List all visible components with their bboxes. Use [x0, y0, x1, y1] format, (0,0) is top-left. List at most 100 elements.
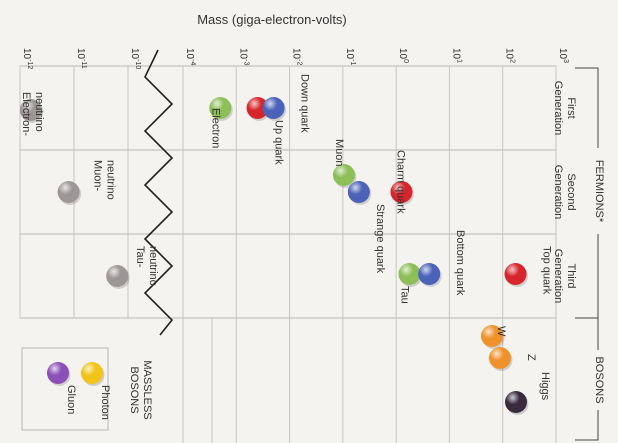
particle-label-line: W	[495, 326, 507, 337]
axis-tick-text: 103	[557, 48, 569, 63]
particle-tau: Tau-neutrino	[106, 246, 159, 289]
axis-tick-text: 102	[504, 48, 516, 63]
axis-tick-label: 10-10	[129, 48, 141, 69]
particle-label: Muon	[333, 139, 345, 167]
chart-title: Mass (giga-electron-volts)	[197, 12, 347, 27]
axis-tick-text: 10-12	[21, 48, 33, 69]
axis-tick-label: 103	[557, 48, 569, 63]
axis-tick-label: 100	[397, 48, 409, 63]
particle-down-quark: Down quark	[262, 74, 311, 133]
particle-highlight	[246, 97, 269, 119]
axis-tick-text: 100	[397, 48, 409, 63]
fermions-label: FERMIONS*	[593, 160, 605, 223]
particle-highlight	[398, 263, 421, 285]
axis-tick-label: 10-4	[184, 48, 196, 65]
particle-label: Up quark	[273, 120, 285, 165]
particle-w: W	[481, 325, 507, 349]
massless-box	[21, 347, 109, 431]
particle-highlight	[390, 181, 413, 203]
particle-up-quark: Up quark	[246, 97, 285, 165]
particle-label-line: Muon	[333, 139, 345, 167]
boson-bracket-gap	[594, 350, 604, 410]
generation-label-third-line: Third	[565, 263, 577, 288]
particle-label: Tau-neutrino	[134, 246, 159, 286]
particle-highlight	[347, 181, 370, 203]
generation-label-third-line: Generation	[552, 249, 564, 303]
particle-highlight	[418, 263, 441, 285]
particle-highlight	[47, 362, 69, 384]
particle-charm-quark: Charm quark	[390, 150, 414, 214]
particle-label-line: Muon-	[92, 160, 104, 192]
particle-top-quark: Top quark	[504, 246, 553, 295]
generation-label-second-line: Generation	[552, 165, 564, 219]
particle-highlight	[481, 325, 503, 347]
axis-break	[143, 49, 174, 336]
particle-label: Top quark	[541, 246, 553, 295]
particle-gluon: Gluon	[47, 362, 77, 414]
bosons-label-line: BOSONS	[593, 356, 605, 403]
particles-layer: Electron-neutrino Electron Up quark Down qu…	[19, 74, 553, 420]
particle-muon: Muon-neutrino	[57, 160, 117, 205]
fermion-frame	[19, 65, 557, 319]
particle-label: Electron-neutrino	[20, 92, 45, 136]
axis-tick-text: 101	[450, 48, 462, 63]
massless-label-line: MASSLESS	[141, 360, 153, 419]
particle-highlight	[57, 181, 80, 203]
particle-label-line: neutrino	[147, 246, 159, 286]
particle-label-line: Electron-	[20, 92, 32, 136]
axis-tick-label: 10-3	[237, 48, 249, 65]
generation-label-second-line: Second	[565, 173, 577, 210]
particle-label-line: Higgs	[539, 372, 551, 401]
particle-label: Down quark	[299, 74, 311, 133]
axis-tick-label: 10-1	[344, 48, 356, 65]
particle-label-line: neutrino	[33, 92, 45, 132]
particle-muon: Muon	[332, 139, 357, 188]
axis-tick-label: 10-2	[291, 48, 303, 65]
particle-label-line: Charm quark	[394, 150, 406, 214]
particle-highlight	[489, 347, 511, 369]
particle-label: Charm quark	[394, 150, 406, 214]
particle-bottom-quark: Bottom quark	[418, 230, 466, 296]
axis-tick-text: 10-3	[237, 48, 249, 65]
particle-z: Z	[489, 347, 537, 371]
particle-highlight	[209, 97, 232, 119]
particle-electron: Electron	[209, 97, 233, 148]
particle-label: Strange quark	[374, 204, 386, 274]
particle-label: Muon-neutrino	[92, 160, 117, 200]
particle-label-line: Tau	[398, 286, 410, 304]
particle-highlight	[505, 391, 527, 413]
fermion-bracket-gap	[594, 148, 604, 234]
particle-electron: Electron-neutrino	[19, 92, 45, 136]
particle-label-line: Gluon	[65, 385, 77, 414]
particle-strange-quark: Strange quark	[347, 181, 386, 274]
particle-highlight	[262, 97, 285, 119]
axis-tick-text: 10-1	[344, 48, 356, 65]
fermions-label-line: FERMIONS*	[593, 160, 605, 223]
particle-label-line: Tau-	[134, 246, 146, 268]
particle-label-line: Down quark	[299, 74, 311, 133]
particle-label: Photon	[99, 385, 111, 420]
axis-tick-text: 10-4	[184, 48, 196, 65]
particle-label-line: Photon	[99, 385, 111, 420]
axis-tick-label: 10-11	[75, 48, 87, 69]
axis-tick-label: 101	[450, 48, 462, 63]
particle-highlight	[504, 263, 527, 285]
particle-label: Bottom quark	[454, 230, 466, 296]
generation-label-first-line: Generation	[552, 81, 564, 135]
labels-layer: Mass (giga-electron-volts) 10-12 10-11 10-1…	[21, 12, 605, 441]
particle-highlight	[106, 265, 129, 287]
axis-tick-label: 10-12	[21, 48, 33, 69]
axis-tick-text: 10-10	[129, 48, 141, 69]
axis-tick-text: 10-2	[291, 48, 303, 65]
particle-label-line: Up quark	[273, 120, 285, 165]
massless-label-line: BOSONS	[128, 366, 140, 413]
particle-label-line: Top quark	[541, 246, 553, 295]
grid-layer	[19, 49, 557, 443]
particle-label-line: Strange quark	[374, 204, 386, 274]
particle-label: Higgs	[539, 372, 551, 401]
particle-label: Tau	[398, 286, 410, 304]
particle-label-line: Electron	[209, 108, 221, 148]
